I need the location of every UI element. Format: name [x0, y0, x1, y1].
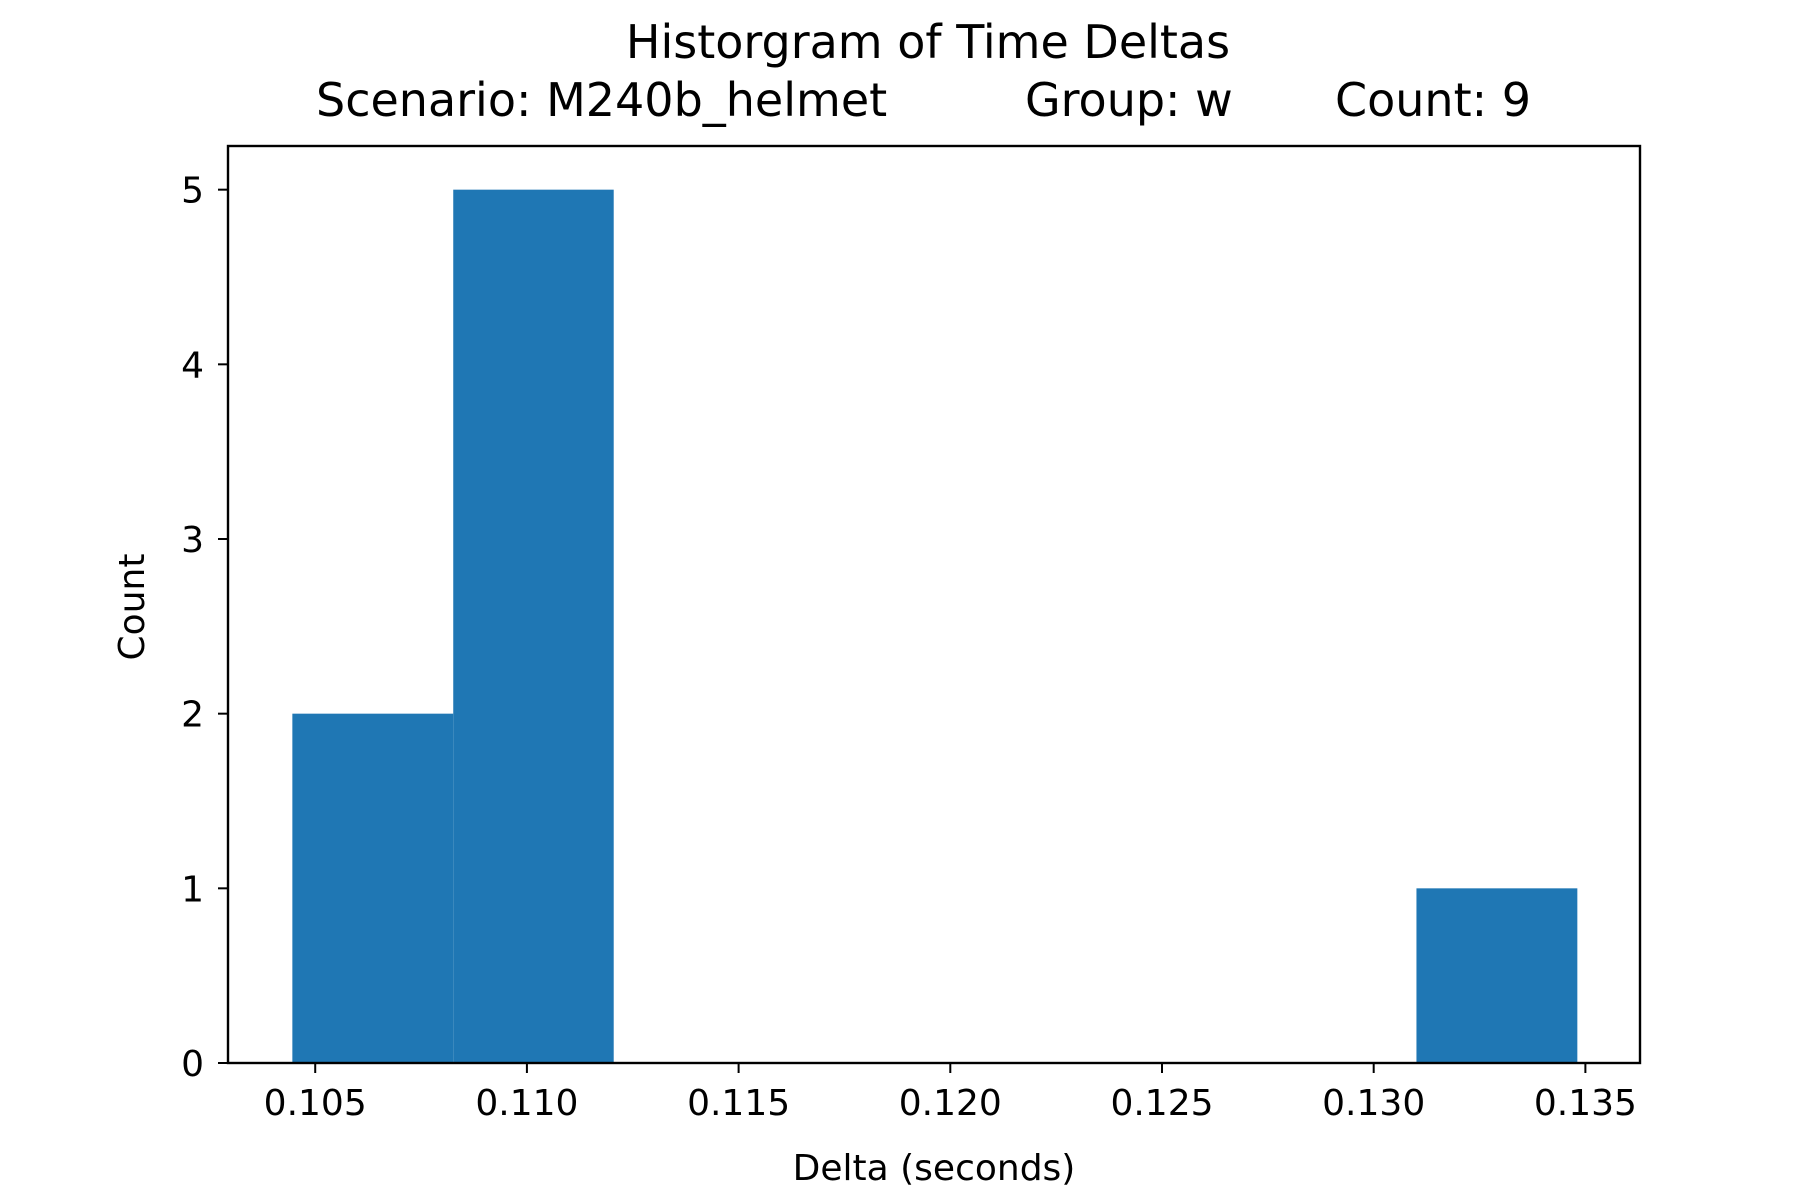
- y-tick-label: 1: [181, 869, 204, 910]
- plot-area-frame: [226, 144, 1642, 1065]
- x-axis-ticks: 0.105 0.110 0.115 0.120 0.125 0.130 0.135: [264, 1063, 1637, 1124]
- x-tick-label: 0.135: [1534, 1083, 1637, 1124]
- y-tick-label: 4: [181, 345, 204, 386]
- y-tick-label: 5: [181, 171, 204, 212]
- histogram-bar-1: [453, 189, 614, 1063]
- chart-subtitle-count: Count: 9: [1335, 73, 1531, 127]
- chart-subtitle-scenario: Scenario: M240b_helmet: [316, 73, 887, 127]
- y-axis-label: Count: [112, 554, 153, 661]
- x-axis-label: Delta (seconds): [793, 1148, 1076, 1189]
- x-tick-label: 0.125: [1110, 1083, 1213, 1124]
- x-tick-label: 0.120: [899, 1083, 1002, 1124]
- y-tick-label: 0: [181, 1044, 204, 1085]
- histogram-bar-0: [292, 713, 454, 1063]
- bars-group: [292, 189, 1578, 1063]
- y-axis-ticks: 0 1 2 3 4 5: [181, 171, 228, 1085]
- x-tick-label: 0.130: [1322, 1083, 1425, 1124]
- chart-title: Historgram of Time Deltas: [626, 15, 1230, 69]
- x-tick-label: 0.105: [264, 1083, 367, 1124]
- chart-subtitle-group: Group: w: [1025, 73, 1233, 127]
- x-tick-label: 0.115: [687, 1083, 790, 1124]
- y-tick-label: 2: [181, 695, 204, 736]
- histogram-bar-7: [1416, 888, 1578, 1063]
- x-tick-label: 0.110: [475, 1083, 578, 1124]
- y-tick-label: 3: [181, 520, 204, 561]
